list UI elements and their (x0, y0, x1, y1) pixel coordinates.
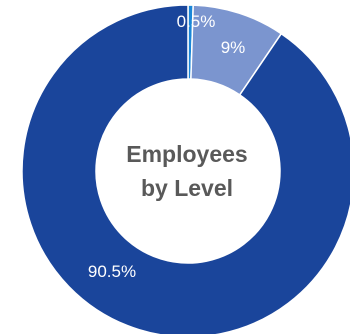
slice-label-0: 0.5% (177, 12, 216, 31)
donut-slice-2 (21, 4, 350, 334)
slice-label-2: 90.5% (88, 262, 136, 281)
center-label-line-1: Employees (126, 141, 247, 167)
center-label-line-2: by Level (141, 175, 233, 201)
donut-slices (21, 4, 350, 334)
slice-labels: 0.5% 9% 90.5% (88, 12, 245, 281)
slice-label-1: 9% (221, 38, 246, 57)
